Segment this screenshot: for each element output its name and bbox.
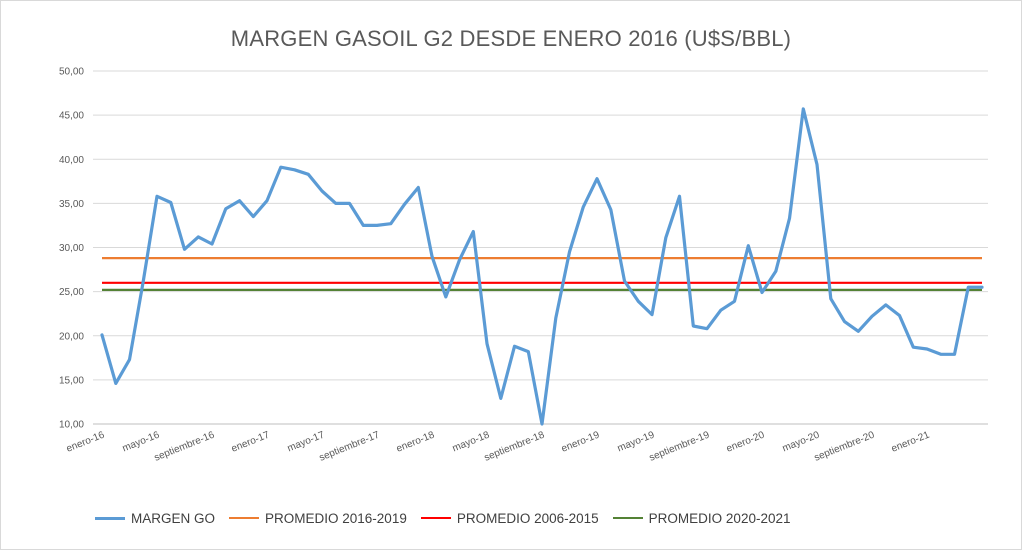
y-tick-label: 25,00 bbox=[59, 287, 84, 298]
x-tick-label: enero-18 bbox=[395, 429, 437, 454]
y-tick-label: 10,00 bbox=[59, 420, 84, 431]
x-tick-label: mayo-16 bbox=[121, 429, 162, 454]
x-tick-label: mayo-20 bbox=[781, 429, 822, 454]
legend-swatch-promedio-2020-2021 bbox=[612, 517, 643, 519]
y-axis-ticks: 10,00 15,00 20,00 25,00 30,00 35,00 40,00 45,00… bbox=[59, 67, 84, 431]
x-tick-label: mayo-18 bbox=[451, 429, 492, 454]
y-tick-label: 15,00 bbox=[59, 375, 84, 386]
x-tick-label: septiembre-20 bbox=[813, 429, 877, 463]
x-tick-label: septiembre-19 bbox=[648, 429, 712, 463]
legend-label-promedio-2016-2019: PROMEDIO 2016-2019 bbox=[265, 510, 407, 526]
legend-item-promedio-2020-2021: PROMEDIO 2020-2021 bbox=[612, 510, 791, 526]
x-tick-label: enero-21 bbox=[890, 429, 932, 454]
legend-label-promedio-2020-2021: PROMEDIO 2020-2021 bbox=[648, 510, 791, 526]
x-tick-label: enero-20 bbox=[725, 429, 767, 454]
y-tick-label: 45,00 bbox=[59, 111, 84, 122]
x-tick-label: septiembre-16 bbox=[153, 429, 217, 463]
legend-label-margen-go: MARGEN GO bbox=[131, 510, 216, 526]
legend-item-promedio-2016-2019: PROMEDIO 2016-2019 bbox=[229, 511, 407, 526]
legend-label-promedio-2006-2015: PROMEDIO 2006-2015 bbox=[456, 510, 599, 526]
x-tick-label: mayo-17 bbox=[286, 429, 327, 454]
x-tick-label: enero-19 bbox=[560, 429, 602, 454]
gridlines bbox=[93, 70, 988, 425]
x-tick-label: mayo-19 bbox=[616, 429, 657, 454]
legend-item-promedio-2006-2015: PROMEDIO 2006-2015 bbox=[420, 510, 599, 526]
legend-swatch-margen-go bbox=[95, 516, 125, 520]
y-tick-label: 30,00 bbox=[59, 243, 84, 254]
legend-swatch-promedio-2006-2015 bbox=[420, 517, 451, 519]
x-tick-label: enero-16 bbox=[65, 429, 107, 454]
series-layer bbox=[100, 107, 984, 426]
y-tick-label: 20,00 bbox=[59, 331, 84, 342]
y-tick-label: 50,00 bbox=[59, 67, 84, 78]
series-line-margen-go bbox=[100, 107, 984, 426]
y-tick-label: 40,00 bbox=[59, 155, 84, 166]
legend-item-margen-go: MARGEN GO bbox=[95, 511, 215, 526]
legend: MARGEN GO PROMEDIO 2016-2019 PROMEDIO 20… bbox=[95, 508, 805, 528]
x-tick-label: septiembre-17 bbox=[318, 429, 382, 463]
chart-title: MARGEN GASOIL G2 DESDE ENERO 2016 (U$S/B… bbox=[230, 26, 792, 51]
x-tick-label: septiembre-18 bbox=[483, 429, 547, 463]
y-tick-label: 35,00 bbox=[59, 199, 84, 210]
x-tick-label: enero-17 bbox=[230, 429, 272, 454]
legend-swatch-promedio-2016-2019 bbox=[229, 517, 260, 519]
